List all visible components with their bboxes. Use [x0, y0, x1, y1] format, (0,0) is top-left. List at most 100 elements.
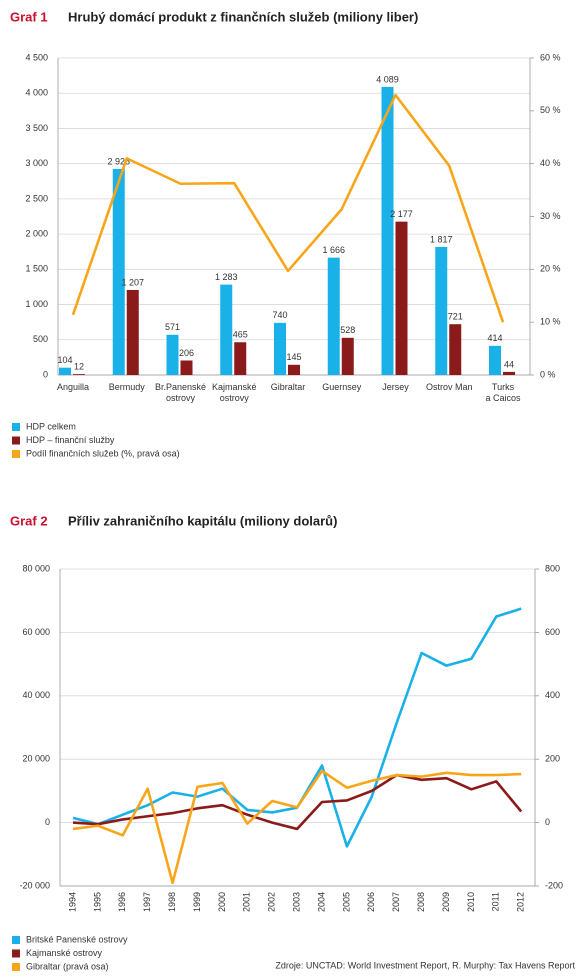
value-label: 104 — [57, 355, 72, 365]
value-label: 1 666 — [322, 245, 345, 255]
bar — [234, 342, 247, 375]
legend-label: HDP – finanční služby — [26, 435, 115, 445]
x-tick-label: 1994 — [67, 892, 77, 912]
x-tick-label: Gibraltar — [270, 382, 306, 392]
value-label: 2 177 — [390, 209, 413, 219]
y-tick-label: 4 000 — [25, 88, 48, 98]
bar — [435, 247, 448, 375]
legend-label: Podíl finančních služeb (%, pravá osa) — [26, 448, 180, 458]
bar — [220, 284, 233, 375]
y-tick-label: 60 000 — [22, 627, 50, 637]
bar — [288, 364, 300, 375]
value-label: 528 — [340, 325, 355, 335]
value-label: 206 — [179, 348, 194, 358]
bar — [274, 322, 286, 375]
y-tick-label: 20 000 — [22, 754, 50, 764]
y2-tick-label: 800 — [545, 563, 560, 573]
bar — [166, 334, 179, 375]
x-tick-label: 1999 — [192, 892, 202, 912]
legend-swatch — [12, 436, 20, 445]
x-tick-label: 2004 — [316, 892, 326, 912]
y-tick-label: 2 500 — [25, 193, 48, 203]
x-tick-label: Kajmanské ostrovy — [211, 382, 257, 403]
y2-tick-label: 50 % — [540, 105, 561, 115]
x-tick-label: 2003 — [291, 892, 301, 912]
x-tick-label: 2002 — [267, 892, 277, 912]
y2-tick-label: 0 % — [540, 369, 556, 379]
y2-tick-label: 0 — [545, 817, 550, 827]
y2-tick-label: 400 — [545, 690, 560, 700]
y2-tick-label: -200 — [545, 880, 563, 890]
value-label: 571 — [165, 322, 180, 332]
value-label: 1 207 — [121, 277, 144, 287]
y-tick-label: 80 000 — [22, 563, 50, 573]
chart-label: Graf 2 — [10, 513, 48, 528]
chart-title: Příliv zahraničního kapitálu (miliony do… — [68, 513, 337, 528]
x-tick-label: Br.Panenské ostrovy — [154, 382, 207, 403]
y-tick-label: 0 — [45, 817, 50, 827]
x-tick-label: 2011 — [491, 892, 501, 911]
bar — [395, 221, 408, 375]
x-tick-label: 1997 — [142, 892, 152, 912]
y-tick-label: 40 000 — [22, 690, 50, 700]
y-tick-label: 2 000 — [25, 228, 48, 238]
bar — [503, 371, 515, 375]
y-tick-label: 3 000 — [25, 158, 48, 168]
legend-label: Gibraltar (pravá osa) — [26, 961, 109, 971]
bar — [381, 86, 394, 375]
y-tick-label: 4 500 — [25, 52, 48, 62]
x-tick-label: Turks a Caicos — [485, 382, 521, 403]
bar — [327, 257, 340, 375]
y-tick-label: 0 — [43, 369, 48, 379]
legend-swatch — [12, 423, 20, 431]
x-tick-label: 2005 — [341, 892, 351, 912]
value-label: 721 — [448, 312, 463, 322]
line — [71, 93, 505, 323]
chart-label: Graf 1 — [10, 9, 48, 24]
value-label: 2 925 — [107, 156, 130, 166]
line — [72, 769, 522, 885]
bar — [126, 289, 139, 375]
x-tick-label: Jersey — [382, 382, 409, 392]
y-tick-label: 1 000 — [25, 299, 48, 309]
x-tick-label: 2007 — [391, 892, 401, 912]
value-label: 1 283 — [215, 272, 238, 282]
line — [72, 773, 523, 831]
x-tick-label: 2006 — [366, 892, 376, 912]
line — [72, 607, 522, 848]
bar — [73, 374, 85, 375]
y-tick-label: -20 000 — [19, 880, 50, 890]
x-tick-label: 1996 — [117, 892, 127, 912]
bar — [449, 324, 462, 375]
x-tick-label: Bermudy — [108, 382, 145, 392]
bar — [59, 367, 71, 375]
legend-swatch — [12, 949, 20, 958]
legend-label: Kajmanské ostrovy — [26, 948, 103, 958]
value-label: 145 — [286, 352, 301, 362]
legend-label: HDP celkem — [26, 421, 76, 431]
x-tick-label: 1998 — [167, 892, 177, 912]
value-label: 414 — [487, 333, 502, 343]
bar — [489, 345, 501, 375]
legend-swatch — [12, 450, 20, 458]
y2-tick-label: 60 % — [540, 52, 561, 62]
x-tick-label: 2001 — [242, 892, 252, 912]
y2-tick-label: 30 % — [540, 211, 561, 221]
x-tick-label: 1995 — [92, 892, 102, 912]
x-tick-label: 2008 — [416, 892, 426, 912]
x-tick-label: 2010 — [466, 892, 476, 912]
value-label: 44 — [504, 359, 514, 369]
legend-swatch — [12, 963, 20, 971]
x-tick-label: 2012 — [516, 892, 526, 912]
bar — [180, 360, 193, 375]
value-label: 1 817 — [430, 234, 453, 244]
x-tick-label: 2000 — [217, 892, 227, 912]
y2-tick-label: 200 — [545, 754, 560, 764]
y2-tick-label: 40 % — [540, 158, 561, 168]
y-tick-label: 3 500 — [25, 123, 48, 133]
y2-tick-label: 10 % — [540, 317, 561, 327]
y-tick-label: 500 — [33, 334, 48, 344]
value-label: 4 089 — [376, 74, 399, 84]
